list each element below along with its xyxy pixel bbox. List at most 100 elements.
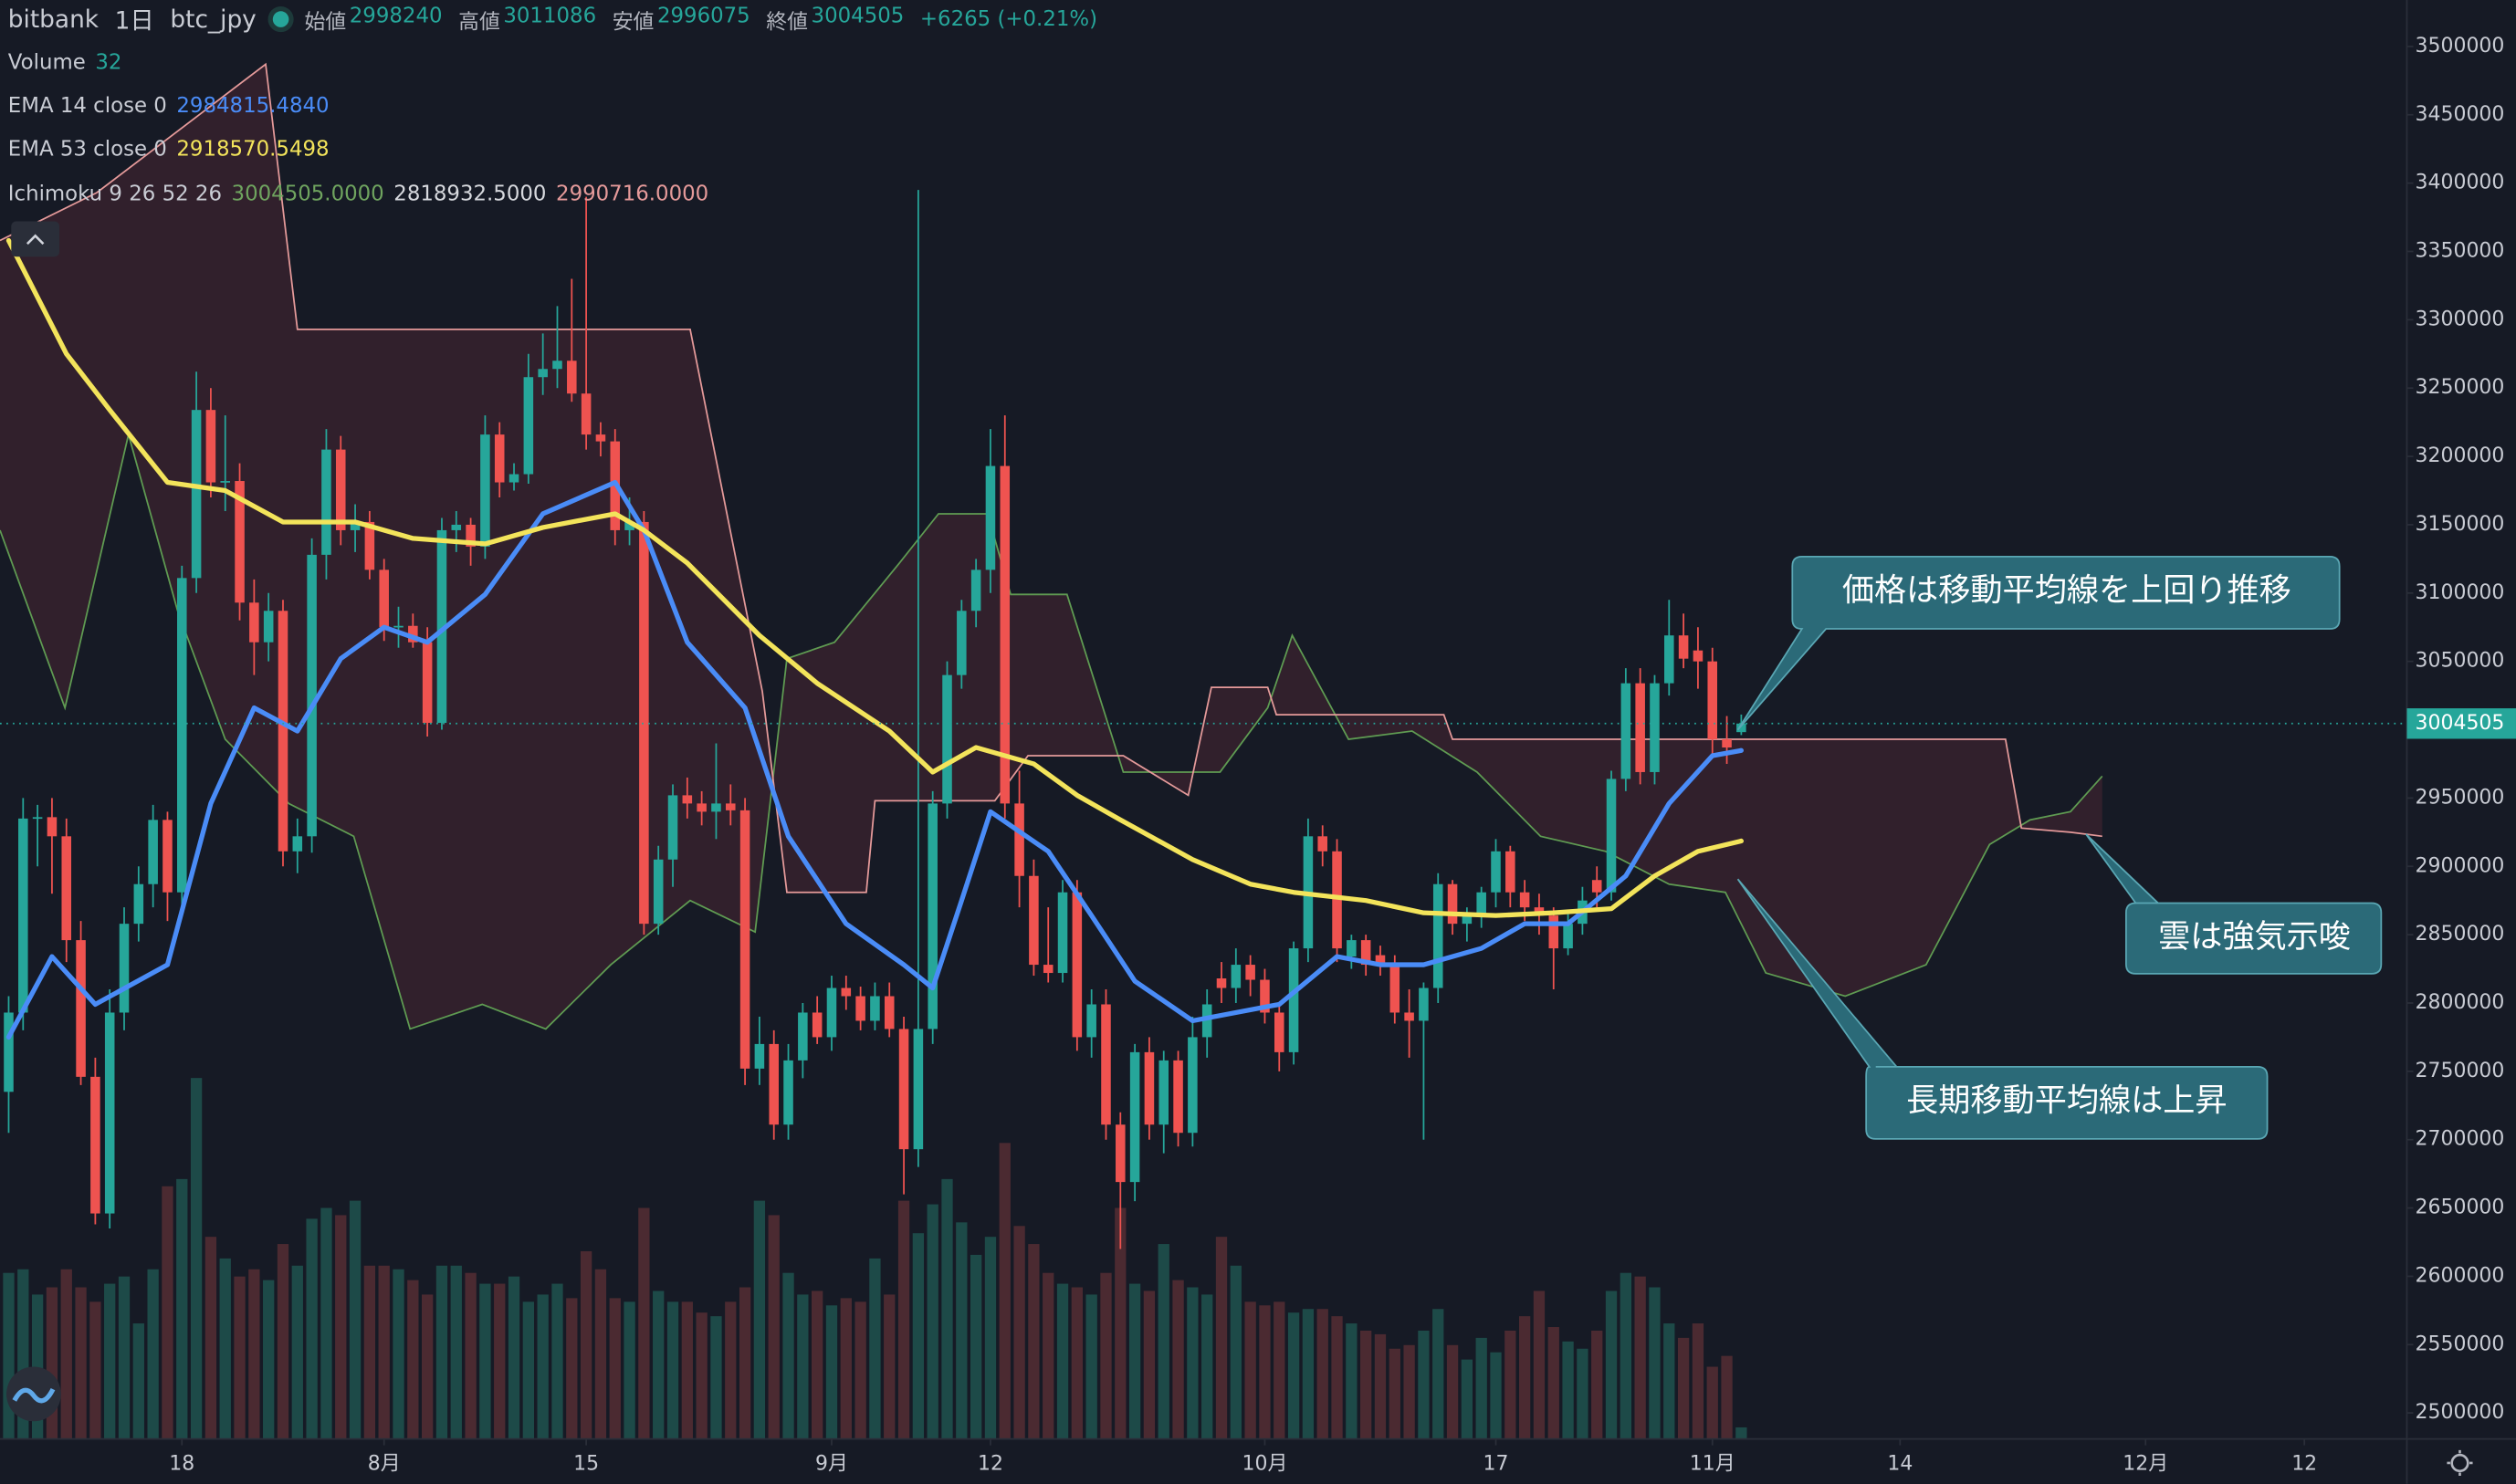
volume-bar (147, 1269, 159, 1439)
candle-body (1057, 892, 1068, 974)
candle-body (451, 524, 462, 530)
field-label: 終値 (766, 10, 809, 35)
volume-bar (1201, 1294, 1213, 1439)
collapse-button-bg[interactable] (11, 221, 60, 257)
legend-name[interactable]: EMA 53 close 0 (7, 137, 167, 162)
field-value: 2998240 (349, 4, 443, 28)
volume-bar (653, 1291, 665, 1439)
volume-bar (884, 1294, 896, 1439)
market-status (272, 11, 288, 27)
y-tick-label: 2750000 (2416, 1060, 2505, 1082)
settings-icon[interactable] (2447, 1449, 2473, 1477)
symbol[interactable]: btc_jpy (170, 5, 257, 34)
candle-body (754, 1043, 765, 1069)
candle-body (133, 883, 144, 925)
volume-bar (1215, 1237, 1228, 1439)
candle-body (1245, 965, 1255, 980)
legend-name[interactable]: Volume (7, 50, 86, 75)
candle-body (1491, 851, 1501, 893)
y-tick-label: 2900000 (2416, 854, 2505, 877)
volume-bar (1244, 1301, 1256, 1439)
x-tick-label: 15 (573, 1453, 599, 1476)
callout-box (2085, 833, 2383, 975)
settings-button[interactable] (2447, 1449, 2473, 1477)
candle-body (783, 1060, 793, 1125)
candle-body (393, 625, 404, 628)
legend-name[interactable]: EMA 14 close 0 (7, 93, 167, 119)
candle-body (826, 988, 837, 1038)
legend-row[interactable]: Volume 32 (8, 45, 122, 80)
callout: 長期移動平均線は上昇 (1736, 878, 2269, 1140)
candle-body (119, 924, 130, 1013)
volume-bar (1013, 1226, 1025, 1439)
y-tick-label: 3450000 (2416, 103, 2505, 126)
volume-bar (624, 1301, 635, 1439)
candle-body (1664, 635, 1674, 684)
ichimoku-cloud (0, 64, 2102, 1029)
candle-body (739, 810, 750, 1069)
candle-body (581, 393, 592, 435)
candle-body (364, 521, 375, 570)
volume-bar (508, 1276, 520, 1439)
volume-bar (1663, 1323, 1675, 1439)
volume-bar (1143, 1291, 1156, 1439)
volume-bar (349, 1200, 362, 1439)
candle-body (1389, 965, 1400, 1013)
collapse-button[interactable] (11, 221, 60, 257)
candle-body (1317, 836, 1327, 852)
candle-body (1014, 803, 1024, 876)
candle-body (1116, 1124, 1126, 1183)
candle-body (1129, 1051, 1140, 1183)
candle-body (162, 820, 173, 893)
collapse-icon[interactable] (26, 234, 45, 246)
volume-bar (378, 1265, 390, 1439)
x-tick-label: 12 (978, 1453, 1003, 1476)
volume-bar (1403, 1344, 1415, 1439)
candle-body (898, 1029, 909, 1150)
candle-body (957, 611, 967, 675)
y-tick-label: 2700000 (2416, 1128, 2505, 1151)
legend-row[interactable]: EMA 14 close 0 2984815.4840 (8, 89, 330, 124)
candle-body (335, 449, 346, 530)
candle-body (1707, 661, 1718, 740)
ichimoku-span (0, 62, 2102, 894)
volume-bar (566, 1298, 578, 1439)
logo-icon[interactable] (12, 1387, 56, 1404)
volume-bar (1274, 1301, 1285, 1439)
candle-body (1591, 880, 1602, 893)
legend-row[interactable]: EMA 53 close 0 2918570.5498 (8, 131, 330, 167)
interval[interactable]: 1日 (114, 5, 154, 35)
volume-bar (666, 1301, 679, 1439)
candle-body (523, 377, 534, 475)
volume-bar (204, 1237, 217, 1439)
logo[interactable] (6, 1366, 61, 1422)
volume-bar (450, 1265, 462, 1439)
candle-body (1288, 948, 1299, 1052)
volume-bar (768, 1215, 780, 1439)
volume-bar (75, 1287, 87, 1439)
x-tick-label: 12月 (2123, 1453, 2168, 1476)
volume-bar (927, 1204, 938, 1439)
volume-bar (941, 1178, 953, 1439)
volume-bar (1461, 1359, 1473, 1439)
legend-row[interactable]: Ichimoku 9 26 52 26 3004505.0000 2818932… (8, 176, 708, 212)
field-value: 3004505 (811, 4, 905, 28)
candle-body (653, 859, 664, 925)
legend-name[interactable]: Ichimoku 9 26 52 26 (7, 182, 222, 206)
volume-bar (753, 1200, 766, 1439)
callout: 雲は強気示唆 (2085, 833, 2383, 975)
settings-icon[interactable] (2450, 1453, 2469, 1473)
volume-bar (234, 1276, 246, 1439)
x-tick-label: 12 (2291, 1453, 2317, 1476)
time-axis-bg (0, 1438, 2407, 1484)
volume-bar (1735, 1427, 1747, 1439)
candle-body (148, 820, 158, 884)
candle-body (1462, 915, 1473, 925)
volume-bar (1158, 1244, 1169, 1439)
volume-bar (1172, 1280, 1184, 1439)
candle-body (1274, 1012, 1284, 1052)
exchange[interactable]: bitbank (7, 5, 100, 34)
